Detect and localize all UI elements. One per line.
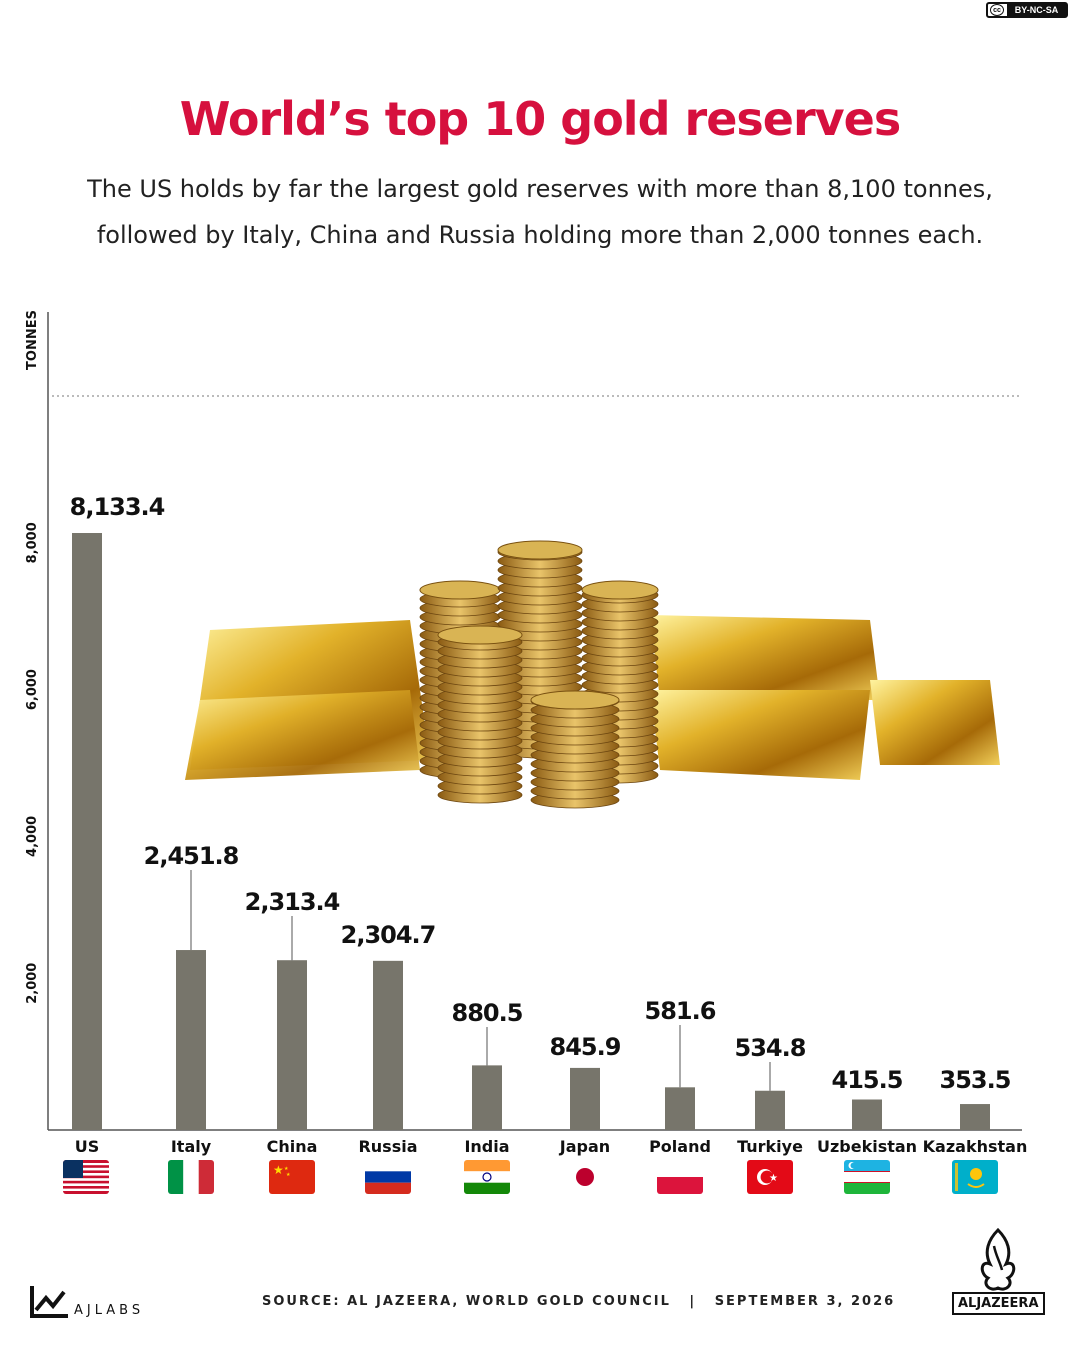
value-label: 415.5 bbox=[832, 1066, 903, 1094]
bar bbox=[852, 1099, 882, 1130]
y-tick-label: 8,000 bbox=[25, 522, 40, 563]
aljazeera-wordmark: ALJAZEERA bbox=[952, 1292, 1045, 1315]
category-label: Poland bbox=[649, 1137, 711, 1156]
svg-text:★: ★ bbox=[286, 1172, 291, 1178]
y-axis-label: TONNES bbox=[25, 310, 40, 370]
ajlabs-brand: AJLABS bbox=[74, 1303, 145, 1318]
flag-russia-icon bbox=[365, 1160, 411, 1194]
coin-top bbox=[581, 580, 659, 600]
value-label: 353.5 bbox=[940, 1066, 1011, 1094]
flag-china-icon: ★ ★ ★ bbox=[269, 1160, 315, 1194]
license-text: BY-NC-SA bbox=[1007, 4, 1066, 16]
coin-stacks bbox=[419, 540, 659, 809]
value-label: 2,304.7 bbox=[341, 921, 436, 949]
value-label: 880.5 bbox=[452, 999, 523, 1027]
subtitle: The US holds by far the largest gold res… bbox=[40, 166, 1040, 258]
subtitle-line-1: The US holds by far the largest gold res… bbox=[87, 175, 993, 203]
ajlabs-chart-icon bbox=[30, 1286, 68, 1318]
svg-text:★: ★ bbox=[284, 1166, 289, 1172]
coin-top bbox=[437, 625, 523, 645]
source-text: SOURCE: AL JAZEERA, WORLD GOLD COUNCIL bbox=[262, 1294, 671, 1309]
category-label: Kazakhstan bbox=[923, 1137, 1028, 1156]
date-text: SEPTEMBER 3, 2026 bbox=[714, 1294, 896, 1309]
separator: | bbox=[689, 1294, 697, 1309]
bar bbox=[665, 1087, 695, 1130]
flag-uzbekistan-icon bbox=[844, 1160, 890, 1194]
flag-turkiye-icon: ★ bbox=[747, 1160, 793, 1194]
subtitle-line-2: followed by Italy, China and Russia hold… bbox=[96, 221, 984, 249]
category-label: Uzbekistan bbox=[817, 1137, 917, 1156]
source-line: SOURCE: AL JAZEERA, WORLD GOLD COUNCIL |… bbox=[262, 1294, 895, 1309]
bar bbox=[570, 1067, 600, 1130]
coin-top bbox=[497, 540, 583, 560]
y-tick-label: 2,000 bbox=[25, 963, 40, 1004]
bar bbox=[72, 533, 102, 1130]
gold-bar-left bbox=[185, 620, 430, 780]
flag-us-icon bbox=[63, 1160, 109, 1194]
bar bbox=[960, 1104, 990, 1130]
value-label: 8,133.4 bbox=[70, 493, 165, 521]
bar-chart: TONNES 2,000 4,000 6,000 8,000 8,133.4 US 2,451… bbox=[25, 310, 1028, 1156]
coin-top bbox=[530, 690, 620, 710]
category-label: India bbox=[464, 1137, 509, 1156]
category-label: Turkiye bbox=[737, 1137, 803, 1156]
value-label: 581.6 bbox=[645, 997, 716, 1025]
bar bbox=[176, 950, 206, 1130]
gold-bar-right bbox=[650, 615, 1000, 780]
value-label: 845.9 bbox=[550, 1033, 621, 1061]
category-label: China bbox=[267, 1137, 318, 1156]
category-label: Japan bbox=[559, 1137, 610, 1156]
license-badge: cc BY-NC-SA bbox=[986, 2, 1068, 18]
y-tick-label: 6,000 bbox=[25, 669, 40, 710]
coin-top bbox=[419, 580, 501, 600]
category-label: US bbox=[75, 1137, 100, 1156]
svg-text:★: ★ bbox=[769, 1173, 778, 1184]
aljazeera-logo-icon bbox=[980, 1227, 1016, 1291]
bar bbox=[373, 960, 403, 1130]
bar bbox=[755, 1090, 785, 1130]
y-tick-label: 4,000 bbox=[25, 816, 40, 857]
flag-india-icon bbox=[464, 1160, 510, 1194]
cc-icon: cc bbox=[990, 4, 1004, 16]
flag-italy-icon bbox=[168, 1160, 214, 1194]
page-title: World’s top 10 gold reserves bbox=[179, 92, 901, 146]
bar bbox=[277, 960, 307, 1130]
value-label: 2,451.8 bbox=[144, 842, 239, 870]
bar bbox=[472, 1065, 502, 1130]
value-label: 2,313.4 bbox=[245, 888, 340, 916]
category-label: Russia bbox=[358, 1137, 417, 1156]
flag-japan-icon bbox=[562, 1160, 608, 1194]
gold-bars-and-coins-icon bbox=[185, 540, 1000, 809]
svg-text:★: ★ bbox=[273, 1163, 284, 1177]
flag-kazakhstan-icon bbox=[952, 1160, 998, 1194]
ajlabs-logo: AJLABS bbox=[28, 1282, 144, 1320]
value-label: 534.8 bbox=[735, 1034, 806, 1062]
flag-poland-icon bbox=[657, 1160, 703, 1194]
category-label: Italy bbox=[171, 1137, 212, 1156]
